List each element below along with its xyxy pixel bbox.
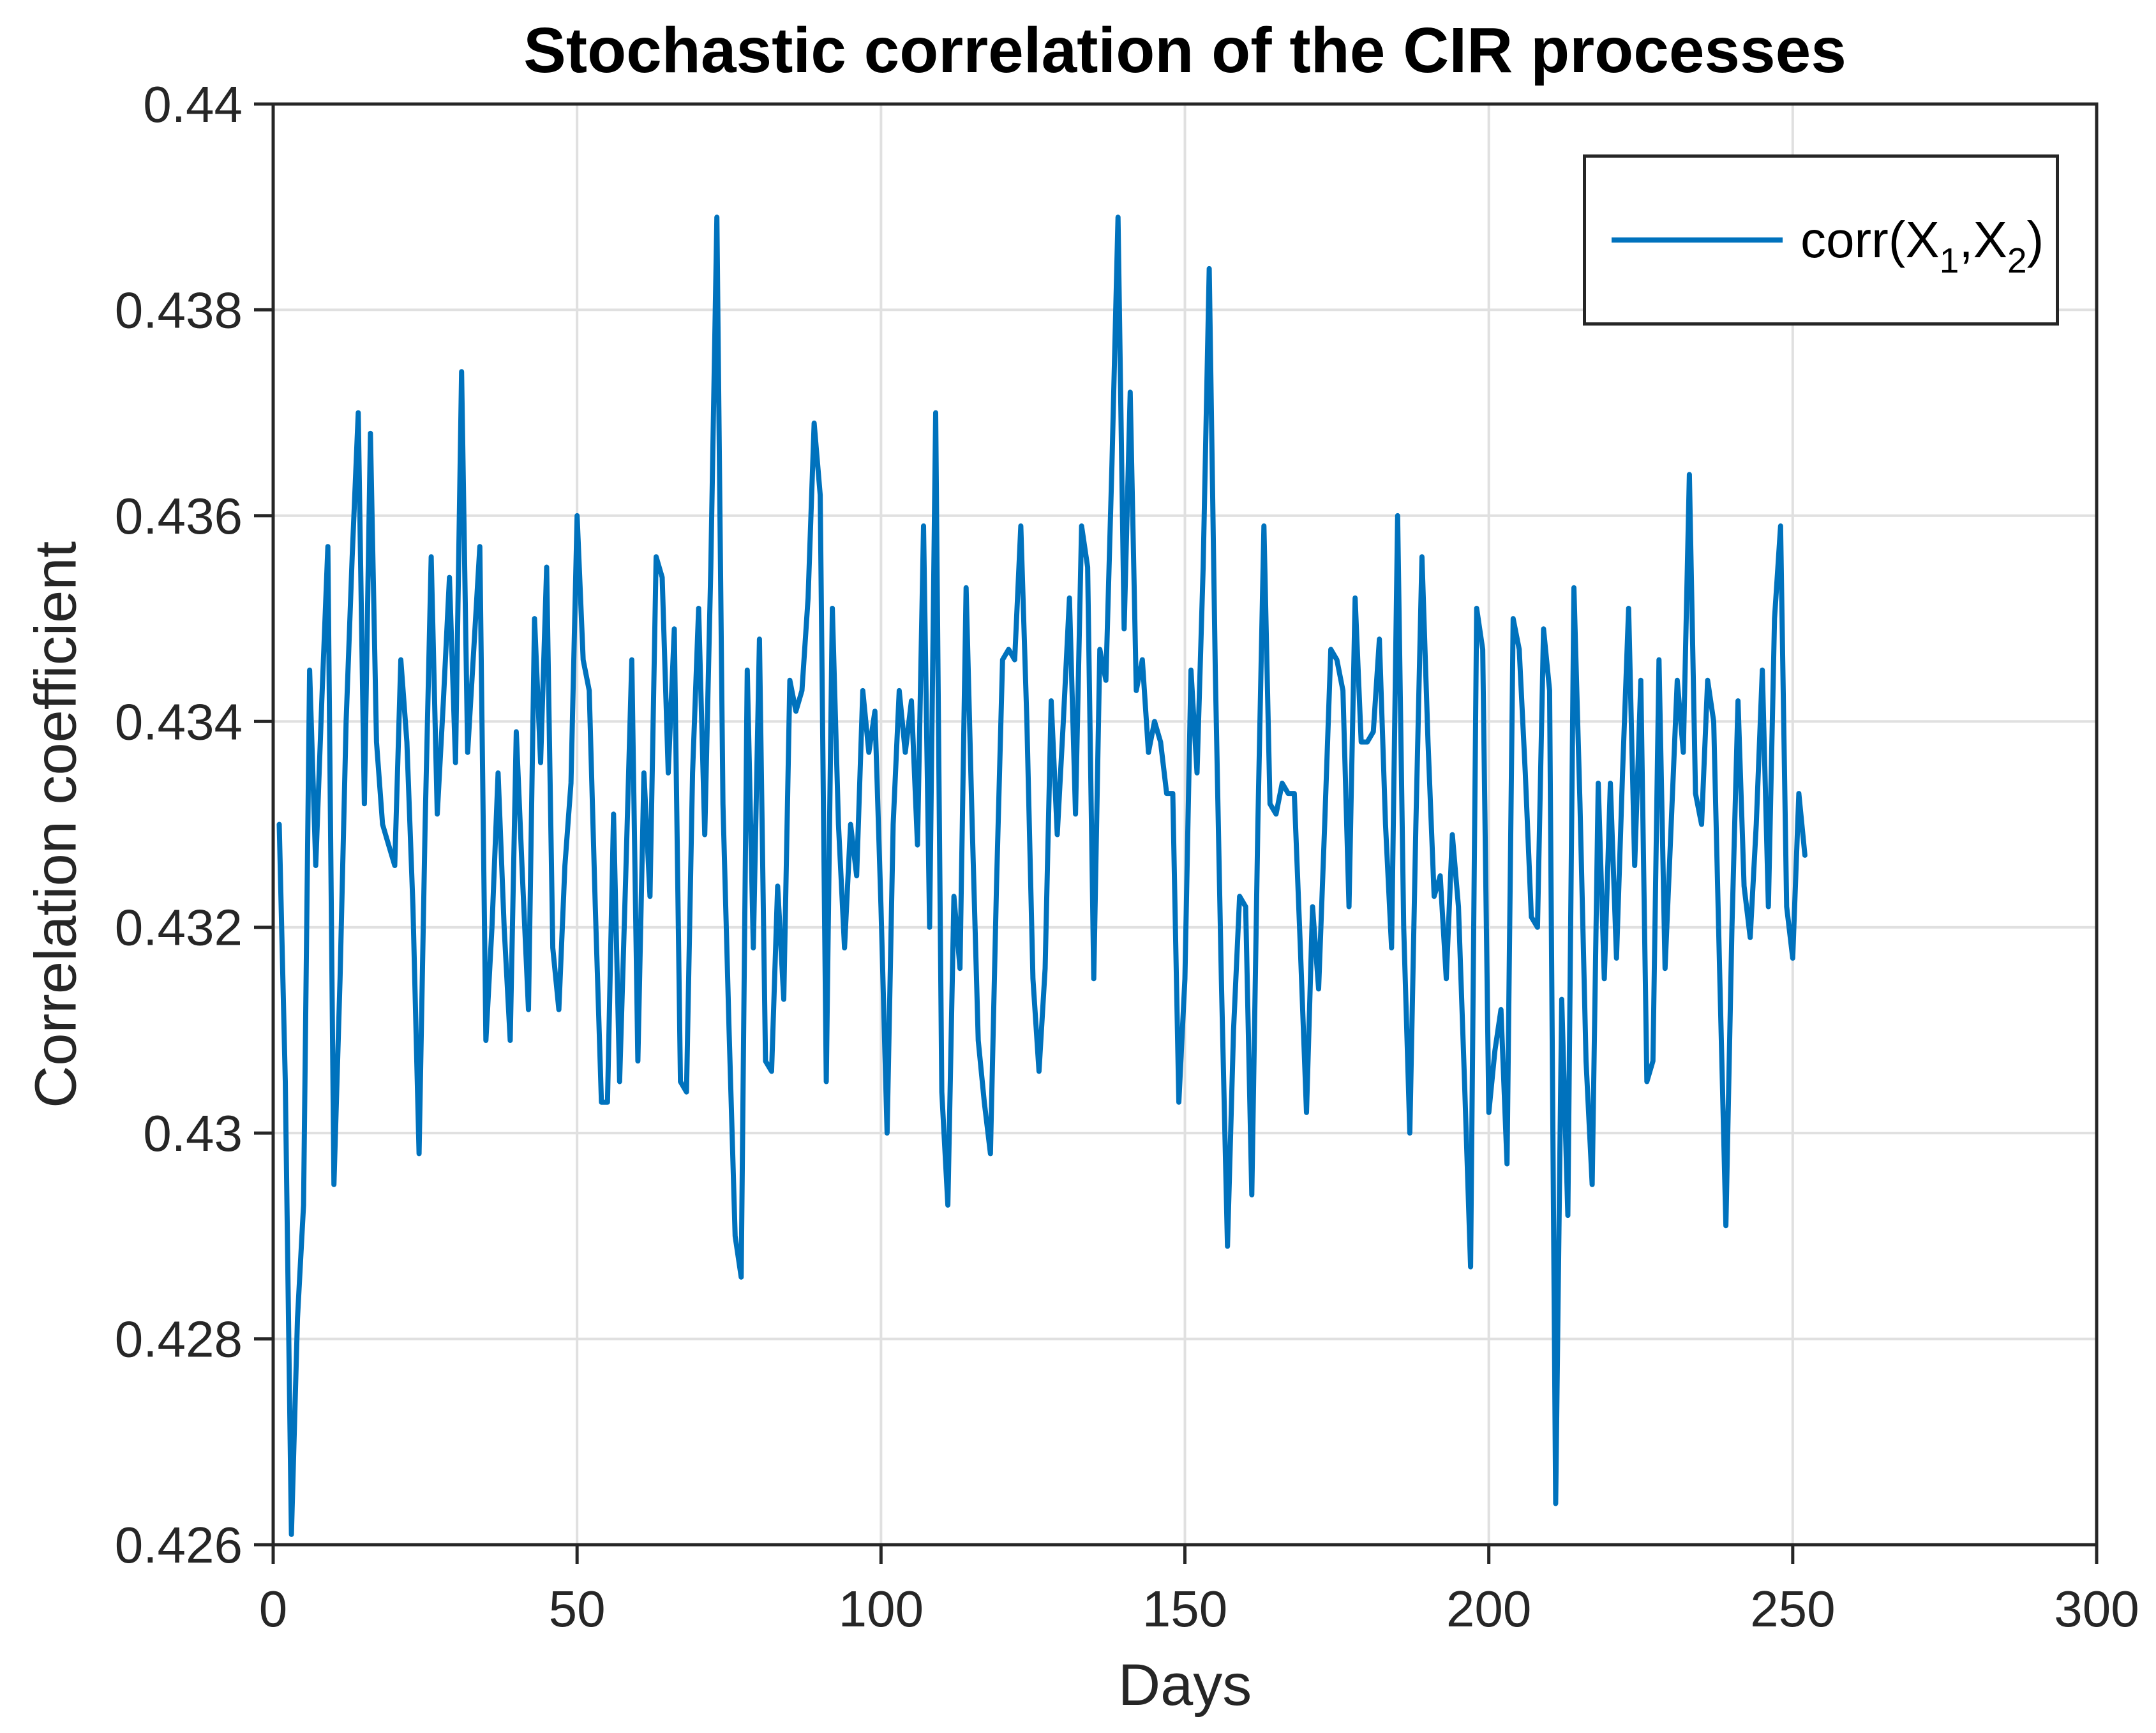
x-tick-label: 50 (549, 1580, 606, 1637)
x-tick-label: 0 (259, 1580, 288, 1637)
y-tick-label: 0.43 (143, 1105, 243, 1162)
x-tick-label: 250 (1750, 1580, 1835, 1637)
legend-subscript-1: 1 (1939, 241, 1959, 280)
y-tick-label: 0.438 (115, 281, 243, 338)
legend-text-suffix: ) (2026, 211, 2044, 268)
chart-title: Stochastic correlation of the CIR proces… (523, 15, 1846, 86)
y-tick-label: 0.432 (115, 899, 243, 956)
legend-entry-label: corr(X1,X2) (1800, 211, 2044, 280)
y-tick-label: 0.434 (115, 693, 243, 750)
legend-line-sample-icon (1612, 237, 1783, 243)
data-series-line (276, 214, 1808, 1537)
x-tick-label: 200 (1446, 1580, 1531, 1637)
x-tick-label: 300 (2054, 1580, 2139, 1637)
y-tick-label: 0.426 (115, 1517, 243, 1573)
x-axis-label: Days (1118, 1653, 1252, 1718)
legend-text-prefix: corr(X (1800, 211, 1940, 268)
legend-box: corr(X1,X2) (1583, 154, 2059, 326)
legend-text-mid: ,X (1959, 211, 2007, 268)
x-tick-label: 100 (839, 1580, 924, 1637)
x-tick-label: 150 (1142, 1580, 1227, 1637)
y-tick-label: 0.436 (115, 488, 243, 544)
y-tick-label: 0.44 (143, 76, 243, 133)
legend-subscript-2: 2 (2007, 241, 2027, 280)
y-tick-label: 0.428 (115, 1311, 243, 1368)
